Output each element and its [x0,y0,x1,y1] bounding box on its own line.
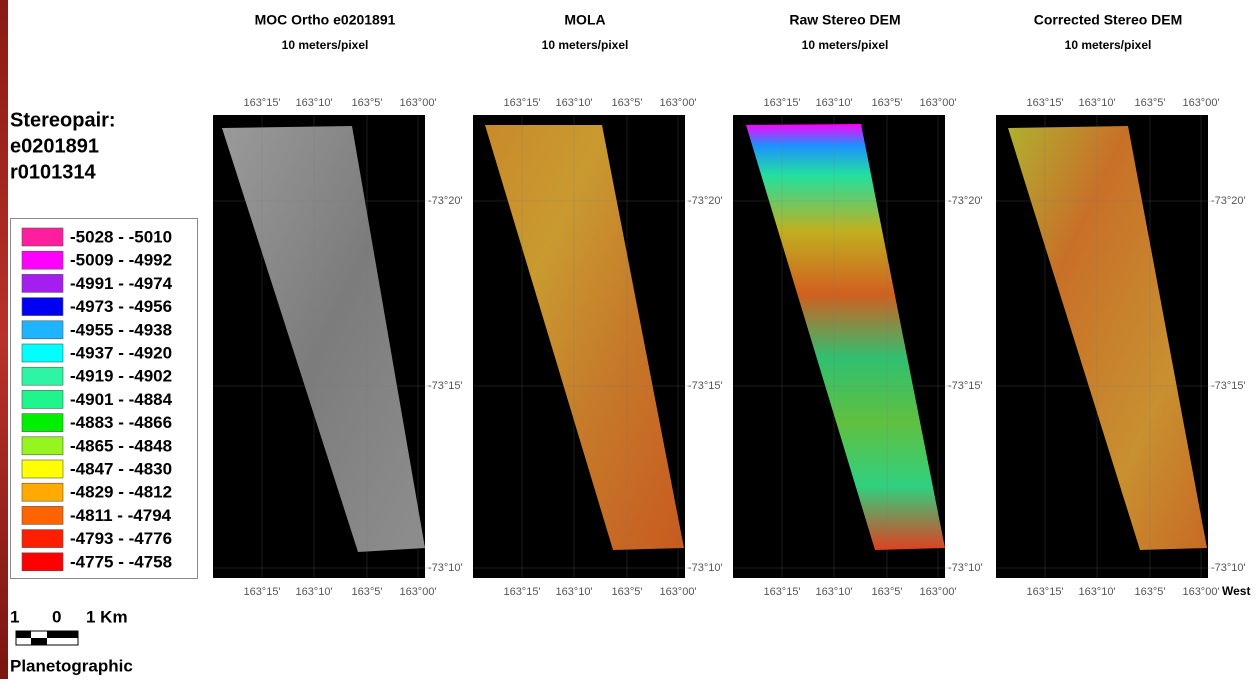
lat-tick-label: -73°20' [1211,195,1246,207]
lat-tick-label: -73°10' [428,562,463,574]
lon-tick-label: 163°00' [659,586,696,598]
panel-subtitle: 10 meters/pixel [542,38,629,52]
legend-label: -4775 - -4758 [70,552,172,571]
legend: -5028 - -5010 -5009 - -4992 -4991 - -4974 -… [22,227,173,571]
lat-tick-label: -73°15' [948,380,983,392]
lon-tick-label: 163°5' [872,586,903,598]
legend-label: -4829 - -4812 [70,483,172,502]
lon-tick-label: 163°5' [1135,97,1166,109]
panel-subtitle: 10 meters/pixel [802,38,889,52]
panel-title: Corrected Stereo DEM [1034,12,1183,28]
lon-tick-label: 163°00' [399,586,436,598]
scale-label: 0 [52,607,61,626]
legend-swatch [22,460,63,478]
lon-tick-label: 163°10' [815,586,852,598]
panel-title: MOLA [564,12,605,28]
lat-tick-label: -73°20' [948,195,983,207]
lon-tick-label: 163°00' [659,97,696,109]
mars-strip [0,0,8,679]
lat-tick-label: -73°10' [1211,562,1246,574]
legend-label: -4919 - -4902 [70,367,172,386]
lon-tick-label: 163°10' [1078,97,1115,109]
scale-bar [16,631,78,645]
legend-swatch [22,274,63,292]
legend-swatch [22,321,63,339]
legend-swatch [22,298,63,316]
stereopair-id: e0201891 [10,135,99,157]
legend-label: -4847 - -4830 [70,459,172,478]
lon-tick-label: 163°10' [295,97,332,109]
lon-tick-label: 163°5' [1135,586,1166,598]
figure: Stereopair: e0201891 r0101314 -5028 - -5… [0,0,1259,679]
lon-tick-label: 163°15' [243,586,280,598]
lon-tick-label: 163°15' [243,97,280,109]
panel-title: Raw Stereo DEM [789,12,900,28]
legend-label: -4811 - -4794 [70,506,172,525]
lon-tick-label: 163°00' [919,586,956,598]
lon-tick-label: 163°5' [872,97,903,109]
scale-label: 1 Km [86,607,128,626]
lon-tick-label: 163°15' [503,97,540,109]
legend-swatch [22,228,63,246]
lat-tick-label: -73°15' [688,380,723,392]
legend-swatch [22,483,63,501]
legend-swatch [22,251,63,269]
panel-title: MOC Ortho e0201891 [255,12,396,28]
lon-tick-label: 163°10' [1078,586,1115,598]
legend-label: -4973 - -4956 [70,297,172,316]
lat-tick-label: -73°20' [428,195,463,207]
panels: MOC Ortho e0201891 10 meters/pixel 163°15'… [213,12,1246,598]
legend-label: -4955 - -4938 [70,320,172,339]
lat-tick-label: -73°10' [948,562,983,574]
panel-subtitle: 10 meters/pixel [282,38,369,52]
lon-tick-label: 163°15' [1026,586,1063,598]
lat-tick-label: -73°10' [688,562,723,574]
stereopair-label: Stereopair: [10,109,116,131]
lon-tick-label: 163°5' [352,586,383,598]
legend-swatch [22,344,63,362]
lon-tick-label: 163°10' [555,586,592,598]
lon-tick-label: 163°5' [612,97,643,109]
lon-tick-label: 163°10' [295,586,332,598]
lon-tick-label: 163°15' [763,586,800,598]
legend-swatch [22,414,63,432]
legend-swatch [22,390,63,408]
lat-tick-label: -73°15' [1211,380,1246,392]
lon-tick-label: 163°00' [919,97,956,109]
lon-tick-label: 163°15' [1026,97,1063,109]
legend-swatch [22,553,63,571]
lon-tick-label: 163°10' [555,97,592,109]
legend-swatch [22,506,63,524]
lon-tick-label: 163°10' [815,97,852,109]
legend-label: -4901 - -4884 [70,390,173,409]
legend-swatch [22,530,63,548]
legend-label: -4793 - -4776 [70,529,172,548]
direction-label: West [1222,584,1250,598]
legend-label: -4883 - -4866 [70,413,172,432]
projection-label: Planetographic [10,656,133,675]
legend-label: -4937 - -4920 [70,343,172,362]
stereopair-id: r0101314 [10,161,97,183]
legend-label: -4865 - -4848 [70,436,172,455]
lat-tick-label: -73°15' [428,380,463,392]
panel-subtitle: 10 meters/pixel [1065,38,1152,52]
legend-swatch [22,437,63,455]
scale-label: 1 [10,607,19,626]
legend-label: -5028 - -5010 [70,227,172,246]
lat-tick-label: -73°20' [688,195,723,207]
legend-swatch [22,367,63,385]
lon-tick-label: 163°5' [612,586,643,598]
legend-label: -4991 - -4974 [70,274,173,293]
lon-tick-label: 163°15' [503,586,540,598]
lon-tick-label: 163°5' [352,97,383,109]
lon-tick-label: 163°15' [763,97,800,109]
legend-label: -5009 - -4992 [70,251,172,270]
lon-tick-label: 163°00' [1182,97,1219,109]
lon-tick-label: 163°00' [399,97,436,109]
lon-tick-label: 163°00' [1182,586,1219,598]
